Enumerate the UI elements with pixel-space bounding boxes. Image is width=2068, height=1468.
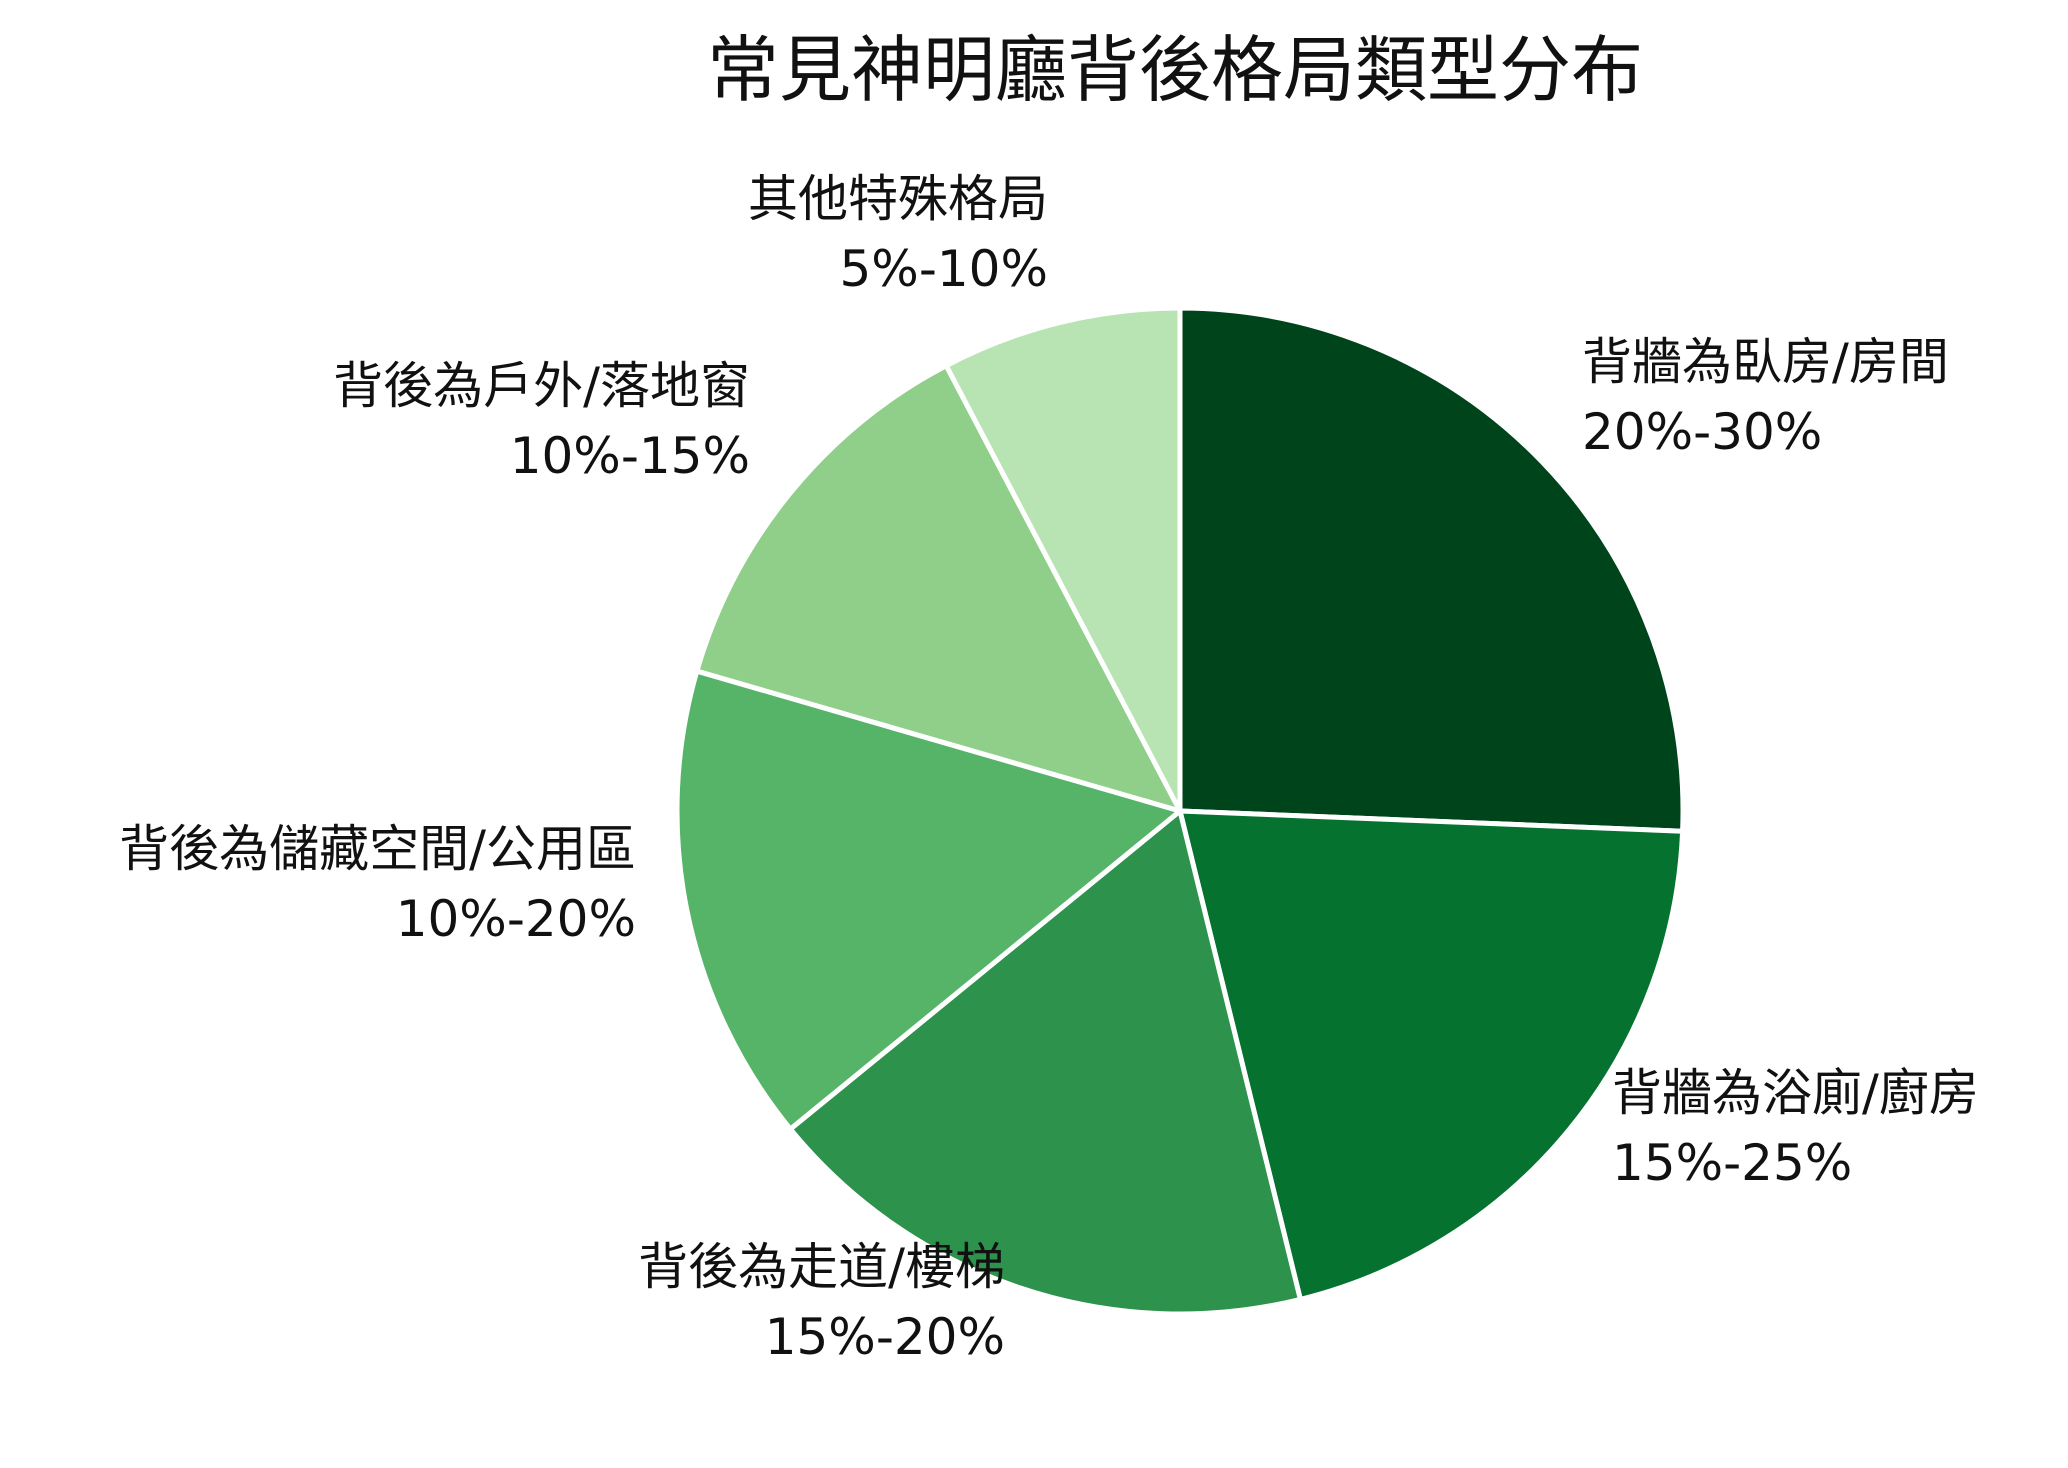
pie-slice-5 [694,363,1183,814]
slice-value-label: 20%-30% [1582,403,1822,461]
pie-slice-1 [1177,305,1686,834]
pie-slice-4 [674,668,1183,1132]
slice-value-label: 10%-15% [510,427,750,485]
slice-label-group-1: 背牆為臥房/房間 20%-30% [1582,333,1949,461]
slice-value-label: 10%-20% [396,890,636,948]
slice-label-group-2: 背牆為浴廁/廚房 15%-25% [1612,1064,1979,1192]
slice-value-label: 5%-10% [840,240,1049,298]
slices-layer [674,305,1686,1317]
slice-label: 背牆為臥房/房間 [1582,333,1949,391]
slice-label: 背後為走道/樓梯 [638,1238,1005,1296]
slice-label: 背後為戶外/落地窗 [333,357,750,415]
slice-value-label: 15%-20% [765,1308,1005,1366]
slice-label: 背牆為浴廁/廚房 [1612,1064,1979,1122]
labels-layer: 背牆為臥房/房間 20%-30% 背牆為浴廁/廚房 15%-25% 背後為走道/樓梯 15… [119,170,1979,1366]
pie-slice-6 [943,305,1183,814]
slice-label-group-6: 其他特殊格局 5%-10% [748,170,1048,298]
pie-slice-3 [787,808,1303,1317]
slice-label-group-5: 背後為戶外/落地窗 10%-15% [333,357,750,485]
slice-value-label: 15%-25% [1612,1134,1852,1192]
chart-title: 常見神明廳背後格局類型分布 [707,28,1643,112]
slice-label-group-3: 背後為走道/樓梯 15%-20% [638,1238,1005,1366]
slice-label: 背後為儲藏空間/公用區 [119,820,636,878]
slice-label-group-4: 背後為儲藏空間/公用區 10%-20% [119,820,636,948]
slice-label: 其他特殊格局 [748,170,1048,228]
pie-slice-2 [1177,808,1686,1302]
